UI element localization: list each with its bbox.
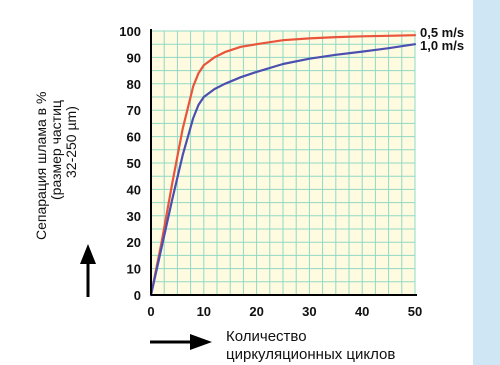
x-axis-title: Количество циркуляционных циклов bbox=[226, 328, 395, 363]
y-tick-label: 20 bbox=[127, 235, 141, 250]
x-tick-label: 50 bbox=[408, 304, 422, 319]
y-tick-label: 30 bbox=[127, 209, 141, 224]
x-tick-label: 0 bbox=[147, 304, 154, 319]
y-tick-label: 100 bbox=[119, 24, 141, 39]
y-tick-label: 80 bbox=[127, 77, 141, 92]
y-tick-label: 0 bbox=[134, 288, 141, 303]
series-layer bbox=[149, 34, 417, 297]
x-tick-label: 30 bbox=[302, 304, 316, 319]
y-axis-title: Сепарация шлама в % (размер частиц 32-25… bbox=[33, 92, 79, 240]
y-tick-label: 50 bbox=[127, 156, 141, 171]
y-tick-label: 90 bbox=[127, 50, 141, 65]
arrow-right-icon bbox=[150, 334, 212, 350]
y-axis-title-line-1: Сепарация шлама в % bbox=[33, 92, 49, 240]
tick-labels: 0 10 20 30 40 50 60 70 80 90 100 0 10 20 30 40 50 bbox=[119, 24, 422, 319]
y-axis-title-line-3: 32-250 µm) bbox=[63, 106, 79, 178]
y-tick-label: 40 bbox=[127, 182, 141, 197]
series-line-10 bbox=[149, 43, 417, 297]
arrow-up-icon bbox=[80, 244, 96, 297]
y-axis-title-line-2: (размер частиц bbox=[48, 100, 64, 200]
axes bbox=[150, 29, 417, 296]
x-tick-label: 10 bbox=[197, 304, 211, 319]
x-axis-title-line-1: Количество bbox=[226, 328, 307, 345]
series-labels: 0,5 m/s1,0 m/s bbox=[420, 25, 464, 53]
series-label: 1,0 m/s bbox=[420, 38, 464, 53]
grid bbox=[150, 30, 416, 296]
y-tick-label: 10 bbox=[127, 262, 141, 277]
series-label: 0,5 m/s bbox=[420, 25, 464, 40]
x-axis-title-line-2: циркуляционных циклов bbox=[226, 346, 395, 363]
y-tick-label: 60 bbox=[127, 130, 141, 145]
x-tick-label: 40 bbox=[355, 304, 369, 319]
y-tick-label: 70 bbox=[127, 103, 141, 118]
series-line-05 bbox=[149, 34, 417, 297]
x-tick-label: 20 bbox=[249, 304, 263, 319]
